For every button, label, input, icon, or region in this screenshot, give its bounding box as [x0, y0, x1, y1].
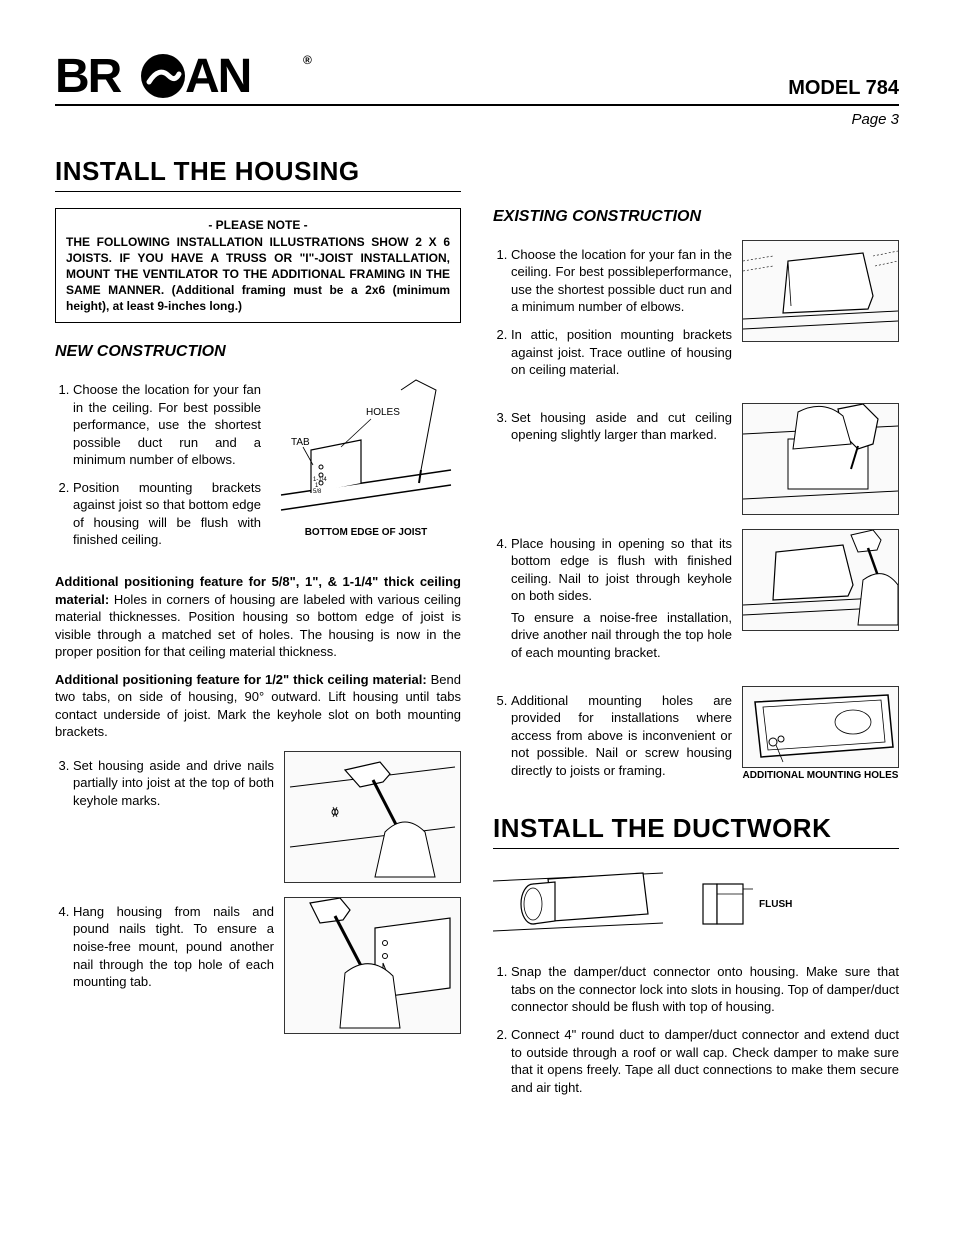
brand-logo: BR AN ® [55, 50, 315, 102]
existing-construction-heading: EXISTING CONSTRUCTION [493, 206, 899, 228]
new-step-4-row: Hang housing from nails and pound nails … [55, 897, 461, 1034]
hammer-figure-2 [284, 897, 461, 1034]
exist-step-1-2-text: Choose the location for your fan in the … [493, 240, 732, 389]
exist-step-3: Set housing aside and cut ceiling openin… [511, 409, 732, 444]
exist-step-2: In attic, position mounting brackets aga… [511, 326, 732, 379]
exist-step-5-text: Additional mounting holes are provided f… [493, 686, 732, 790]
install-ductwork-heading: INSTALL THE DUCTWORK [493, 811, 899, 849]
para1-body: Holes in corners of housing are labeled … [55, 592, 461, 660]
joist-figure-caption: BOTTOM EDGE OF JOIST [305, 527, 428, 539]
note-title: - PLEASE NOTE - [66, 217, 450, 233]
new-step-3-row: Set housing aside and drive nails partia… [55, 751, 461, 883]
new-step-4: Hang housing from nails and pound nails … [73, 903, 274, 991]
joist-figure: HOLES TAB 1-1/4 1 5/8 BOTTOM EDGE OF JOI… [271, 375, 461, 539]
exist-step-1-2-row: Choose the location for your fan in the … [493, 240, 899, 389]
svg-text:TAB: TAB [291, 437, 310, 448]
attic-position-figure [742, 240, 899, 342]
please-note-box: - PLEASE NOTE - THE FOLLOWING INSTALLATI… [55, 208, 461, 323]
cut-opening-figure [742, 403, 899, 515]
duct-step-1: Snap the damper/duct connector onto hous… [511, 963, 899, 1016]
svg-text:®: ® [303, 53, 312, 67]
left-column: INSTALL THE HOUSING - PLEASE NOTE - THE … [55, 154, 461, 1106]
nail-housing-figure [742, 529, 899, 631]
exist-step-4: Place housing in opening so that its bot… [511, 535, 732, 662]
page-number: Page 3 [55, 110, 899, 130]
new-construction-heading: NEW CONSTRUCTION [55, 341, 461, 363]
exist-step-5-row: Additional mounting holes are provided f… [493, 686, 899, 790]
new-step-4-text: Hang housing from nails and pound nails … [55, 897, 274, 1001]
svg-text:5/8: 5/8 [313, 489, 322, 495]
page-header: BR AN ® MODEL 784 [55, 50, 899, 106]
exist-step-3-row: Set housing aside and cut ceiling openin… [493, 403, 899, 515]
note-body: THE FOLLOWING INSTALLATION ILLUSTRATIONS… [66, 235, 450, 314]
exist-step-5: Additional mounting holes are provided f… [511, 692, 732, 780]
install-housing-heading: INSTALL THE HOUSING [55, 154, 461, 192]
new-step-3: Set housing aside and drive nails partia… [73, 757, 274, 810]
mounting-holes-figure-col: ADDITIONAL MOUNTING HOLES [742, 686, 899, 782]
ductwork-figures: FLUSH [493, 859, 899, 949]
svg-text:AN: AN [185, 50, 250, 102]
model-number: MODEL 784 [788, 75, 899, 102]
new-step-2: Position mounting brackets against joist… [73, 479, 261, 549]
duct-connector-figure [493, 859, 663, 949]
content-columns: INSTALL THE HOUSING - PLEASE NOTE - THE … [55, 154, 899, 1106]
exist-step-3-text: Set housing aside and cut ceiling openin… [493, 403, 732, 454]
para2-lead: Additional positioning feature for 1/2" … [55, 672, 427, 687]
exist-step-4-text: Place housing in opening so that its bot… [493, 529, 732, 672]
flush-label: FLUSH [759, 898, 792, 912]
exist-step-1: Choose the location for your fan in the … [511, 246, 732, 316]
svg-text:HOLES: HOLES [366, 407, 400, 418]
duct-step-2: Connect 4" round duct to damper/duct con… [511, 1026, 899, 1096]
positioning-para-1: Additional positioning feature for 5/8",… [55, 573, 461, 661]
hammer-figure-1 [284, 751, 461, 883]
right-column: EXISTING CONSTRUCTION Choose the locatio… [493, 154, 899, 1106]
positioning-para-2: Additional positioning feature for 1/2" … [55, 671, 461, 741]
new-step-1-2-row: Choose the location for your fan in the … [55, 375, 461, 559]
exist-step-4-row: Place housing in opening so that its bot… [493, 529, 899, 672]
new-step-1: Choose the location for your fan in the … [73, 381, 261, 469]
new-step-1-2-text: Choose the location for your fan in the … [55, 375, 261, 559]
svg-text:BR: BR [55, 50, 122, 102]
mounting-holes-caption: ADDITIONAL MOUNTING HOLES [743, 770, 899, 782]
new-step-3-text: Set housing aside and drive nails partia… [55, 751, 274, 820]
mounting-holes-figure [742, 686, 899, 768]
flush-figure: FLUSH [693, 874, 792, 934]
